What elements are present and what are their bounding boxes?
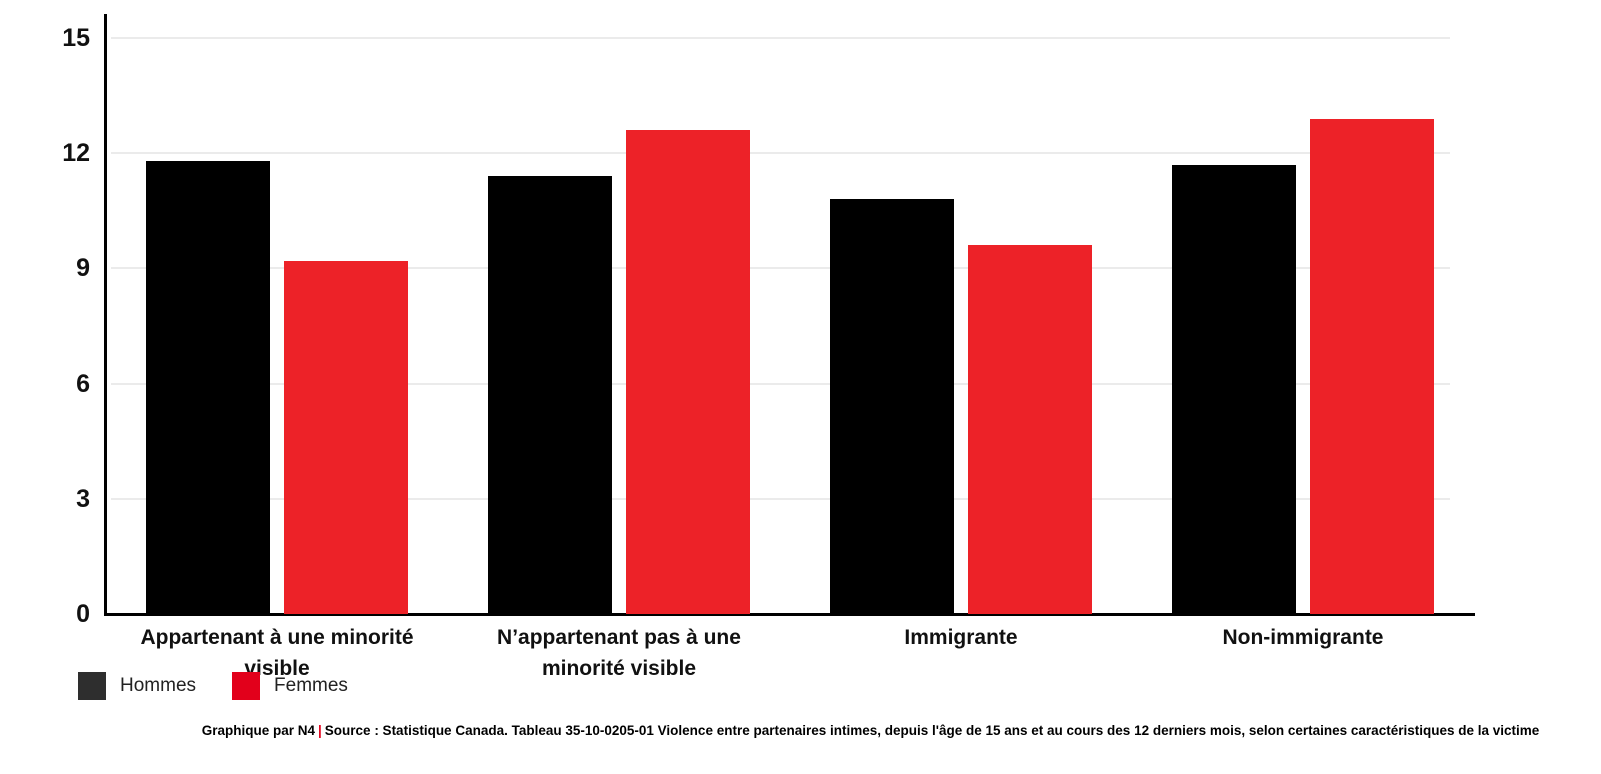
- category-label-1: Appartenant à une minorité visible: [140, 626, 414, 680]
- y-axis-line: [104, 14, 107, 614]
- y-tick-label-9: 9: [76, 254, 90, 283]
- gridline-6: [111, 382, 1450, 385]
- legend: Hommes Femmes: [78, 672, 348, 700]
- hommes-swatch-icon: [78, 672, 106, 700]
- credit-text: Graphique par N4: [201, 723, 316, 738]
- y-tick-label-3: 3: [76, 484, 90, 513]
- legend-item-femmes: Femmes: [232, 672, 348, 700]
- category-label-2: N’appartenant pas à une minorité visible: [497, 626, 741, 680]
- bar-hommes-group-4: [1172, 164, 1296, 614]
- legend-label-hommes: Hommes: [120, 675, 197, 696]
- category-label-4: Non-immigrante: [1222, 626, 1384, 649]
- legend-label-femmes: Femmes: [274, 675, 348, 696]
- bar-hommes-group-3: [830, 199, 954, 614]
- gridline-12: [111, 152, 1450, 155]
- category-label-3: Immigrante: [904, 626, 1018, 649]
- bar-femmes-group-2: [626, 130, 750, 614]
- gridline-3: [111, 497, 1450, 500]
- legend-item-hommes: Hommes: [78, 672, 196, 700]
- source-caption: Graphique par N4 | Source : Statistique Ca…: [140, 722, 1601, 740]
- gridline-9: [111, 267, 1450, 270]
- gridline-15: [111, 37, 1450, 39]
- bar-hommes-group-2: [488, 176, 612, 614]
- bar-femmes-group-1: [284, 260, 408, 614]
- femmes-swatch-icon: [232, 672, 261, 700]
- bar-hommes-group-1: [146, 160, 270, 614]
- source-text: Source : Statistique Canada. Tableau 35-…: [324, 723, 1540, 738]
- y-tick-label-15: 15: [62, 24, 90, 52]
- y-tick-label-12: 12: [62, 139, 90, 168]
- x-axis-line: [104, 613, 1475, 616]
- separator-pipe: |: [318, 723, 322, 738]
- y-tick-label-6: 6: [76, 369, 90, 398]
- bar-femmes-group-3: [968, 245, 1092, 614]
- y-tick-label-0: 0: [76, 600, 90, 628]
- bar-femmes-group-4: [1310, 118, 1434, 614]
